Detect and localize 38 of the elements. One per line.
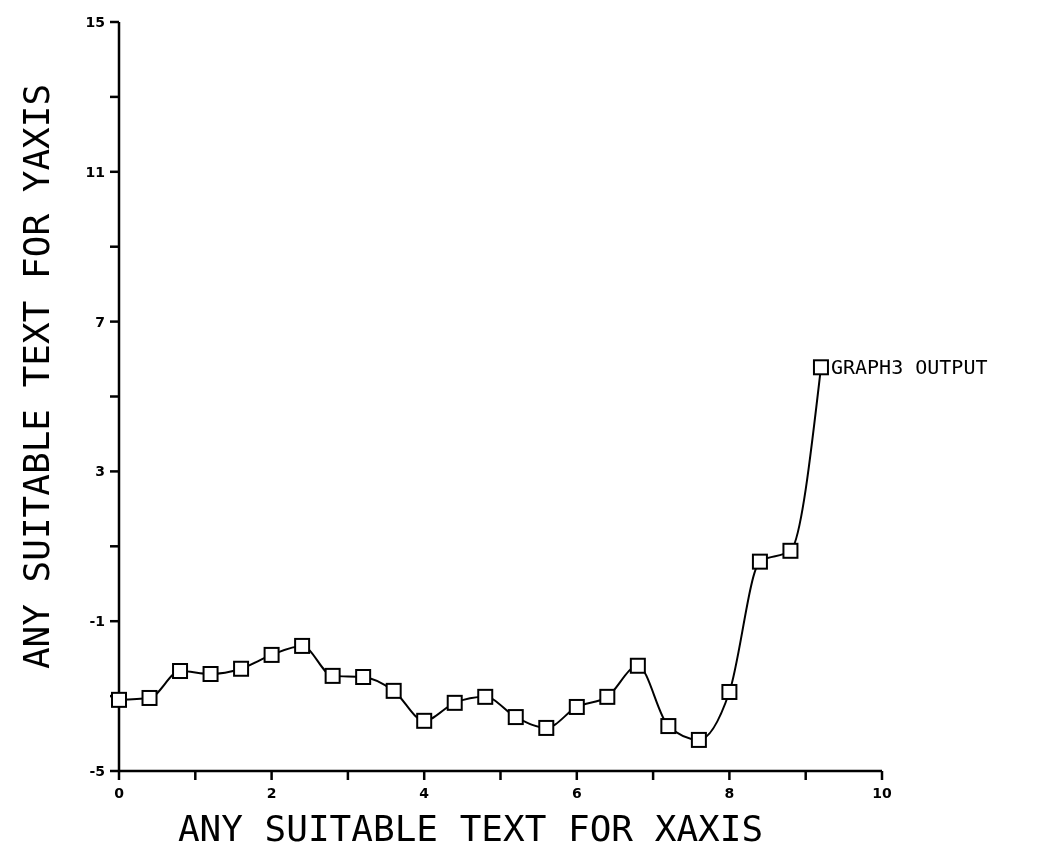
x-tick-label: 4 — [419, 785, 430, 801]
x-tick-label: 0 — [114, 785, 125, 801]
point — [324, 667, 341, 684]
x-tick-label: 2 — [266, 785, 277, 801]
series-label: GRAPH3 OUTPUT — [830, 355, 988, 380]
point — [690, 731, 707, 748]
x-tick-label: 10 — [872, 785, 892, 801]
point — [599, 688, 616, 705]
x-tick-label: 6 — [571, 785, 582, 801]
point — [812, 359, 829, 376]
point — [416, 712, 433, 729]
point — [538, 719, 555, 736]
point — [660, 718, 677, 735]
y-tick-label: -5 — [89, 763, 105, 779]
point — [629, 657, 646, 674]
point — [446, 694, 463, 711]
point — [507, 709, 524, 726]
point — [263, 646, 280, 663]
point — [202, 666, 219, 683]
y-tick-label: -1 — [89, 613, 105, 630]
point — [141, 689, 158, 706]
y-axis-title: ANY SUITABLE TEXT FOR YAXIS — [16, 83, 57, 670]
point — [385, 682, 402, 699]
point — [233, 660, 250, 677]
y-tick-label: 7 — [95, 313, 105, 330]
point — [477, 688, 494, 705]
point — [751, 553, 768, 570]
point — [172, 663, 189, 680]
point — [355, 669, 372, 685]
point — [568, 698, 585, 715]
x-axis-title: ANY SUITABLE TEXT FOR XAXIS — [177, 808, 764, 849]
point — [721, 683, 738, 700]
y-tick-label: 3 — [95, 463, 105, 480]
y-tick-label: 15 — [85, 14, 105, 30]
y-tick-label: 11 — [85, 163, 105, 180]
x-tick-label: 8 — [724, 785, 735, 801]
point — [294, 637, 311, 654]
point — [782, 542, 799, 559]
